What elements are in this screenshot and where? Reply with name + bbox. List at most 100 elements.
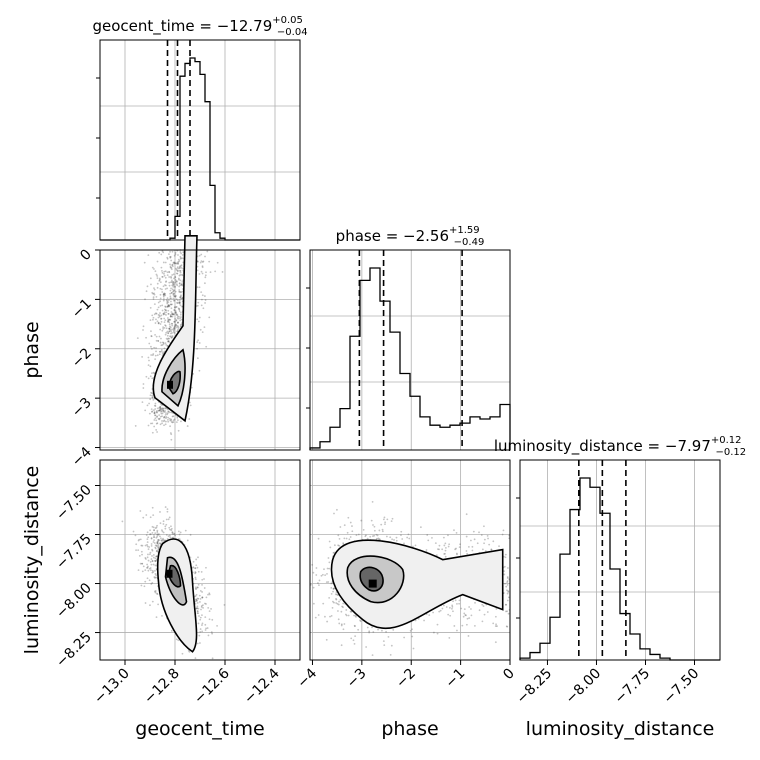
- sample-point: [149, 277, 152, 280]
- sample-point: [179, 269, 182, 272]
- sample-point: [198, 316, 201, 319]
- sample-point: [470, 614, 473, 617]
- sample-point: [148, 402, 150, 405]
- sample-point: [149, 567, 152, 569]
- sample-point: [467, 635, 470, 637]
- sample-point: [149, 306, 152, 309]
- sample-point: [161, 408, 164, 411]
- sample-point: [171, 265, 174, 268]
- sample-point: [150, 537, 153, 540]
- sample-point: [153, 590, 156, 593]
- sample-point: [181, 273, 183, 276]
- sample-point: [169, 432, 172, 434]
- sample-point: [163, 272, 165, 275]
- sample-point: [167, 332, 170, 335]
- sample-point: [338, 622, 341, 625]
- sample-point: [436, 623, 439, 626]
- sample-point: [196, 602, 199, 604]
- sample-point: [172, 328, 175, 331]
- sample-point: [199, 628, 202, 630]
- sample-point: [152, 353, 155, 355]
- sample-point: [156, 354, 159, 357]
- sample-point: [164, 319, 167, 322]
- sample-point: [382, 518, 385, 521]
- sample-point: [150, 283, 152, 286]
- sample-point: [452, 610, 454, 613]
- sample-point: [149, 394, 152, 397]
- sample-point: [164, 539, 166, 542]
- sample-point: [163, 407, 165, 410]
- sample-point: [147, 548, 150, 551]
- sample-point: [362, 528, 365, 531]
- sample-point: [168, 335, 171, 338]
- sample-point: [158, 409, 161, 412]
- sample-point: [155, 318, 157, 321]
- sample-point: [160, 348, 163, 351]
- sample-point: [152, 571, 155, 573]
- sample-point: [149, 533, 151, 536]
- sample-point: [159, 407, 162, 410]
- sample-point: [425, 549, 428, 551]
- sample-point: [147, 364, 150, 366]
- sample-point: [157, 321, 160, 324]
- sample-point: [204, 623, 207, 626]
- sample-point: [162, 251, 165, 254]
- sample-point: [178, 299, 181, 301]
- sample-point: [208, 260, 211, 263]
- sample-point: [151, 582, 154, 584]
- sample-point: [167, 332, 170, 334]
- sample-point: [168, 337, 171, 340]
- sample-point: [179, 266, 181, 269]
- sample-point: [159, 312, 161, 314]
- sample-point: [198, 286, 201, 289]
- sample-point: [165, 280, 168, 283]
- sample-point: [172, 283, 175, 286]
- xlabel-phase: phase: [381, 718, 438, 740]
- sample-point: [154, 546, 157, 549]
- sample-point: [139, 538, 142, 541]
- sample-point: [175, 306, 178, 308]
- sample-point: [169, 303, 172, 306]
- sample-point: [161, 288, 163, 291]
- sample-point: [328, 540, 331, 543]
- sample-point: [155, 422, 158, 425]
- xtick-label: −4: [294, 665, 320, 691]
- sample-point: [373, 529, 376, 532]
- sample-point: [170, 268, 173, 271]
- sample-point: [196, 357, 199, 360]
- sample-point: [373, 525, 376, 528]
- sample-point: [177, 328, 179, 331]
- sample-point: [164, 410, 167, 412]
- sample-point: [144, 409, 147, 412]
- sample-point: [395, 539, 398, 542]
- sample-point: [186, 425, 189, 427]
- sample-point: [159, 407, 162, 410]
- sample-point: [172, 282, 175, 285]
- sample-point: [173, 327, 176, 330]
- panel-geocent_time-vs-phase: [99, 235, 301, 451]
- sample-point: [160, 350, 163, 353]
- sample-point: [478, 609, 481, 612]
- sample-point: [504, 553, 507, 556]
- sample-point: [370, 519, 373, 522]
- sample-point: [312, 586, 315, 589]
- sample-point: [154, 560, 157, 562]
- title-geocent-time: geocent_time = −12.79+0.05 −0.04: [92, 15, 307, 38]
- sample-point: [161, 530, 164, 533]
- sample-point: [192, 566, 195, 569]
- sample-point: [335, 598, 338, 601]
- sample-point: [168, 318, 171, 321]
- sample-point: [151, 354, 154, 357]
- sample-point: [197, 622, 200, 625]
- sample-point: [196, 318, 199, 321]
- sample-point: [153, 534, 155, 536]
- ylabel-phase: phase: [21, 321, 43, 378]
- sample-point: [199, 616, 202, 619]
- sample-point: [161, 407, 164, 410]
- sample-point: [154, 557, 157, 560]
- sample-point: [155, 576, 157, 579]
- sample-point: [159, 293, 162, 296]
- sample-point: [352, 639, 355, 642]
- sample-point: [176, 266, 179, 269]
- sample-point: [350, 637, 353, 640]
